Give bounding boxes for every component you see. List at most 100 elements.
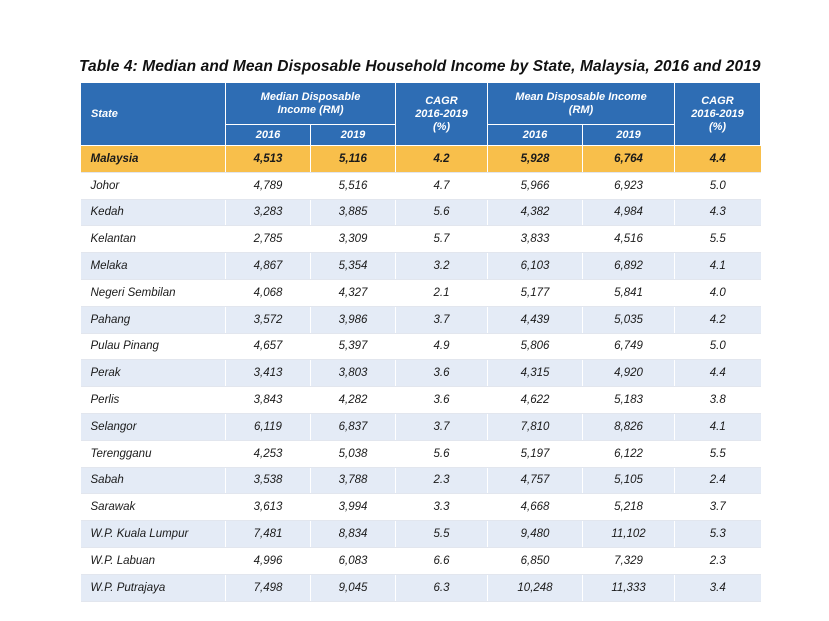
median-cagr-cell: 5.7 [395, 225, 488, 254]
table-row: Johor 4,789 5,516 4.7 5,966 6,923 5.0 [80, 172, 761, 200]
mean-2019-cell: 5,841 [582, 279, 675, 307]
median-2016-cell: 2,785 [225, 225, 311, 254]
median-2019-cell: 6,083 [310, 547, 396, 575]
mean-cagr-cell: 3.8 [674, 386, 761, 414]
median-cagr-cell: 3.7 [395, 413, 488, 441]
median-2016-cell: 3,613 [225, 493, 311, 522]
mean-2016-cell: 4,622 [487, 386, 583, 414]
mean-2016-cell: 4,668 [487, 493, 583, 522]
mean-2016-cell: 4,382 [487, 199, 583, 227]
median-2019-cell: 5,516 [310, 172, 396, 200]
mean-2016-cell: 9,480 [487, 520, 583, 548]
state-cell: W.P. Kuala Lumpur [80, 520, 226, 548]
mean-cagr-cell: 4.2 [674, 306, 761, 334]
median-cagr-cell: 3.3 [395, 493, 488, 522]
state-cell: W.P. Putrajaya [80, 574, 226, 602]
income-table: State Median Disposable Income (RM) CAGR… [80, 82, 761, 602]
state-cell: Melaka [80, 252, 226, 280]
median-2019-cell: 5,397 [310, 333, 396, 361]
median-2016-cell: 3,843 [225, 386, 311, 414]
mean-2019-cell: 6,892 [582, 252, 675, 280]
state-cell: Negeri Sembilan [80, 279, 226, 307]
mean-cagr-cell: 3.4 [674, 574, 761, 602]
table-header: State Median Disposable Income (RM) CAGR… [80, 82, 761, 146]
mean-cagr-cell: 4.0 [674, 279, 761, 307]
median-2019-cell: 6,837 [310, 413, 396, 441]
mean-cagr-period: 2016-2019 [691, 107, 744, 120]
state-cell: Johor [80, 172, 226, 200]
median-2016-cell: 3,413 [225, 359, 311, 388]
state-cell: Sabah [80, 467, 226, 495]
state-cell: W.P. Labuan [80, 547, 226, 575]
mean-cagr-unit: (%) [708, 120, 727, 133]
median-2016-cell: 4,068 [225, 279, 311, 307]
table-row: Perak 3,413 3,803 3.6 4,315 4,920 4.4 [80, 359, 761, 388]
state-cell: Kelantan [80, 225, 226, 254]
table-row: Sarawak 3,613 3,994 3.3 4,668 5,218 3.7 [80, 493, 761, 522]
state-cell: Perlis [80, 386, 226, 414]
mean-2019-cell: 4,920 [582, 359, 675, 388]
mean-2016-cell: 5,806 [487, 333, 583, 361]
median-2016-cell: 7,481 [225, 520, 311, 548]
median-cagr-cell: 4.7 [395, 172, 488, 200]
mean-2016-cell: 4,315 [487, 359, 583, 388]
state-cell: Terengganu [80, 440, 226, 468]
median-2019-cell: 3,994 [310, 493, 396, 522]
mean-2016-cell: 6,850 [487, 547, 583, 575]
median-2019-cell: 5,116 [310, 145, 396, 173]
mean-2019-cell: 4,984 [582, 199, 675, 227]
table-row: W.P. Kuala Lumpur 7,481 8,834 5.5 9,480 11,10… [80, 520, 761, 548]
table-row: Terengganu 4,253 5,038 5.6 5,197 6,122 5.5 [80, 440, 761, 468]
mean-2016-cell: 5,928 [487, 145, 583, 173]
table-row: Negeri Sembilan 4,068 4,327 2.1 5,177 5,841 4.… [80, 279, 761, 307]
mean-2019-cell: 5,183 [582, 386, 675, 414]
median-2019-cell: 4,327 [310, 279, 396, 307]
mean-cagr-title: CAGR [701, 94, 734, 107]
mean-2016-cell: 4,757 [487, 467, 583, 495]
median-cagr-cell: 4.9 [395, 333, 488, 361]
median-cagr-period: 2016-2019 [415, 107, 468, 120]
median-2019-cell: 5,038 [310, 440, 396, 468]
mean-2016-header: 2016 [487, 124, 583, 146]
mean-2016-cell: 7,810 [487, 413, 583, 441]
mean-2016-cell: 5,177 [487, 279, 583, 307]
median-cagr-title: CAGR [425, 94, 458, 107]
state-cell: Pahang [80, 306, 226, 334]
median-2019-cell: 9,045 [310, 574, 396, 602]
mean-group-header: Mean Disposable Income (RM) [487, 82, 675, 125]
table-row: Selangor 6,119 6,837 3.7 7,810 8,826 4.1 [80, 413, 761, 441]
state-cell: Kedah [80, 199, 226, 227]
table-row: Sabah 3,538 3,788 2.3 4,757 5,105 2.4 [80, 467, 761, 495]
median-cagr-unit: (%) [432, 120, 451, 133]
median-2016-cell: 3,283 [225, 199, 311, 227]
mean-cagr-cell: 4.4 [674, 359, 761, 388]
mean-2019-cell: 6,122 [582, 440, 675, 468]
median-cagr-cell: 3.6 [395, 359, 488, 388]
median-2016-cell: 4,789 [225, 172, 311, 200]
mean-2016-cell: 10,248 [487, 574, 583, 602]
median-cagr-cell: 3.6 [395, 386, 488, 414]
mean-cagr-cell: 5.5 [674, 440, 761, 468]
median-2019-cell: 3,309 [310, 225, 396, 254]
median-2016-header: 2016 [225, 124, 311, 146]
mean-cagr-cell: 5.0 [674, 172, 761, 200]
mean-cagr-cell: 4.4 [674, 145, 761, 173]
median-2019-cell: 3,803 [310, 359, 396, 388]
median-2019-header: 2019 [310, 124, 396, 146]
median-cagr-cell: 3.2 [395, 252, 488, 280]
state-column-header: State [80, 82, 226, 146]
table-title: Table 4: Median and Mean Disposable Hous… [79, 58, 761, 75]
mean-2019-cell: 11,102 [582, 520, 675, 548]
mean-2019-cell: 6,923 [582, 172, 675, 200]
table-row: W.P. Putrajaya 7,498 9,045 6.3 10,248 11,333 3… [80, 574, 761, 602]
mean-2019-cell: 5,105 [582, 467, 675, 495]
mean-header-label: Mean Disposable Income (RM) [515, 90, 647, 116]
mean-cagr-cell: 2.4 [674, 467, 761, 495]
state-cell: Sarawak [80, 493, 226, 522]
median-2019-cell: 5,354 [310, 252, 396, 280]
median-cagr-cell: 4.2 [395, 145, 488, 173]
table-body: Malaysia 4,513 5,116 4.2 5,928 6,764 4.4 Johor 4… [80, 145, 761, 602]
median-2016-cell: 4,867 [225, 252, 311, 280]
median-2016-cell: 4,253 [225, 440, 311, 468]
state-cell: Malaysia [80, 145, 226, 173]
